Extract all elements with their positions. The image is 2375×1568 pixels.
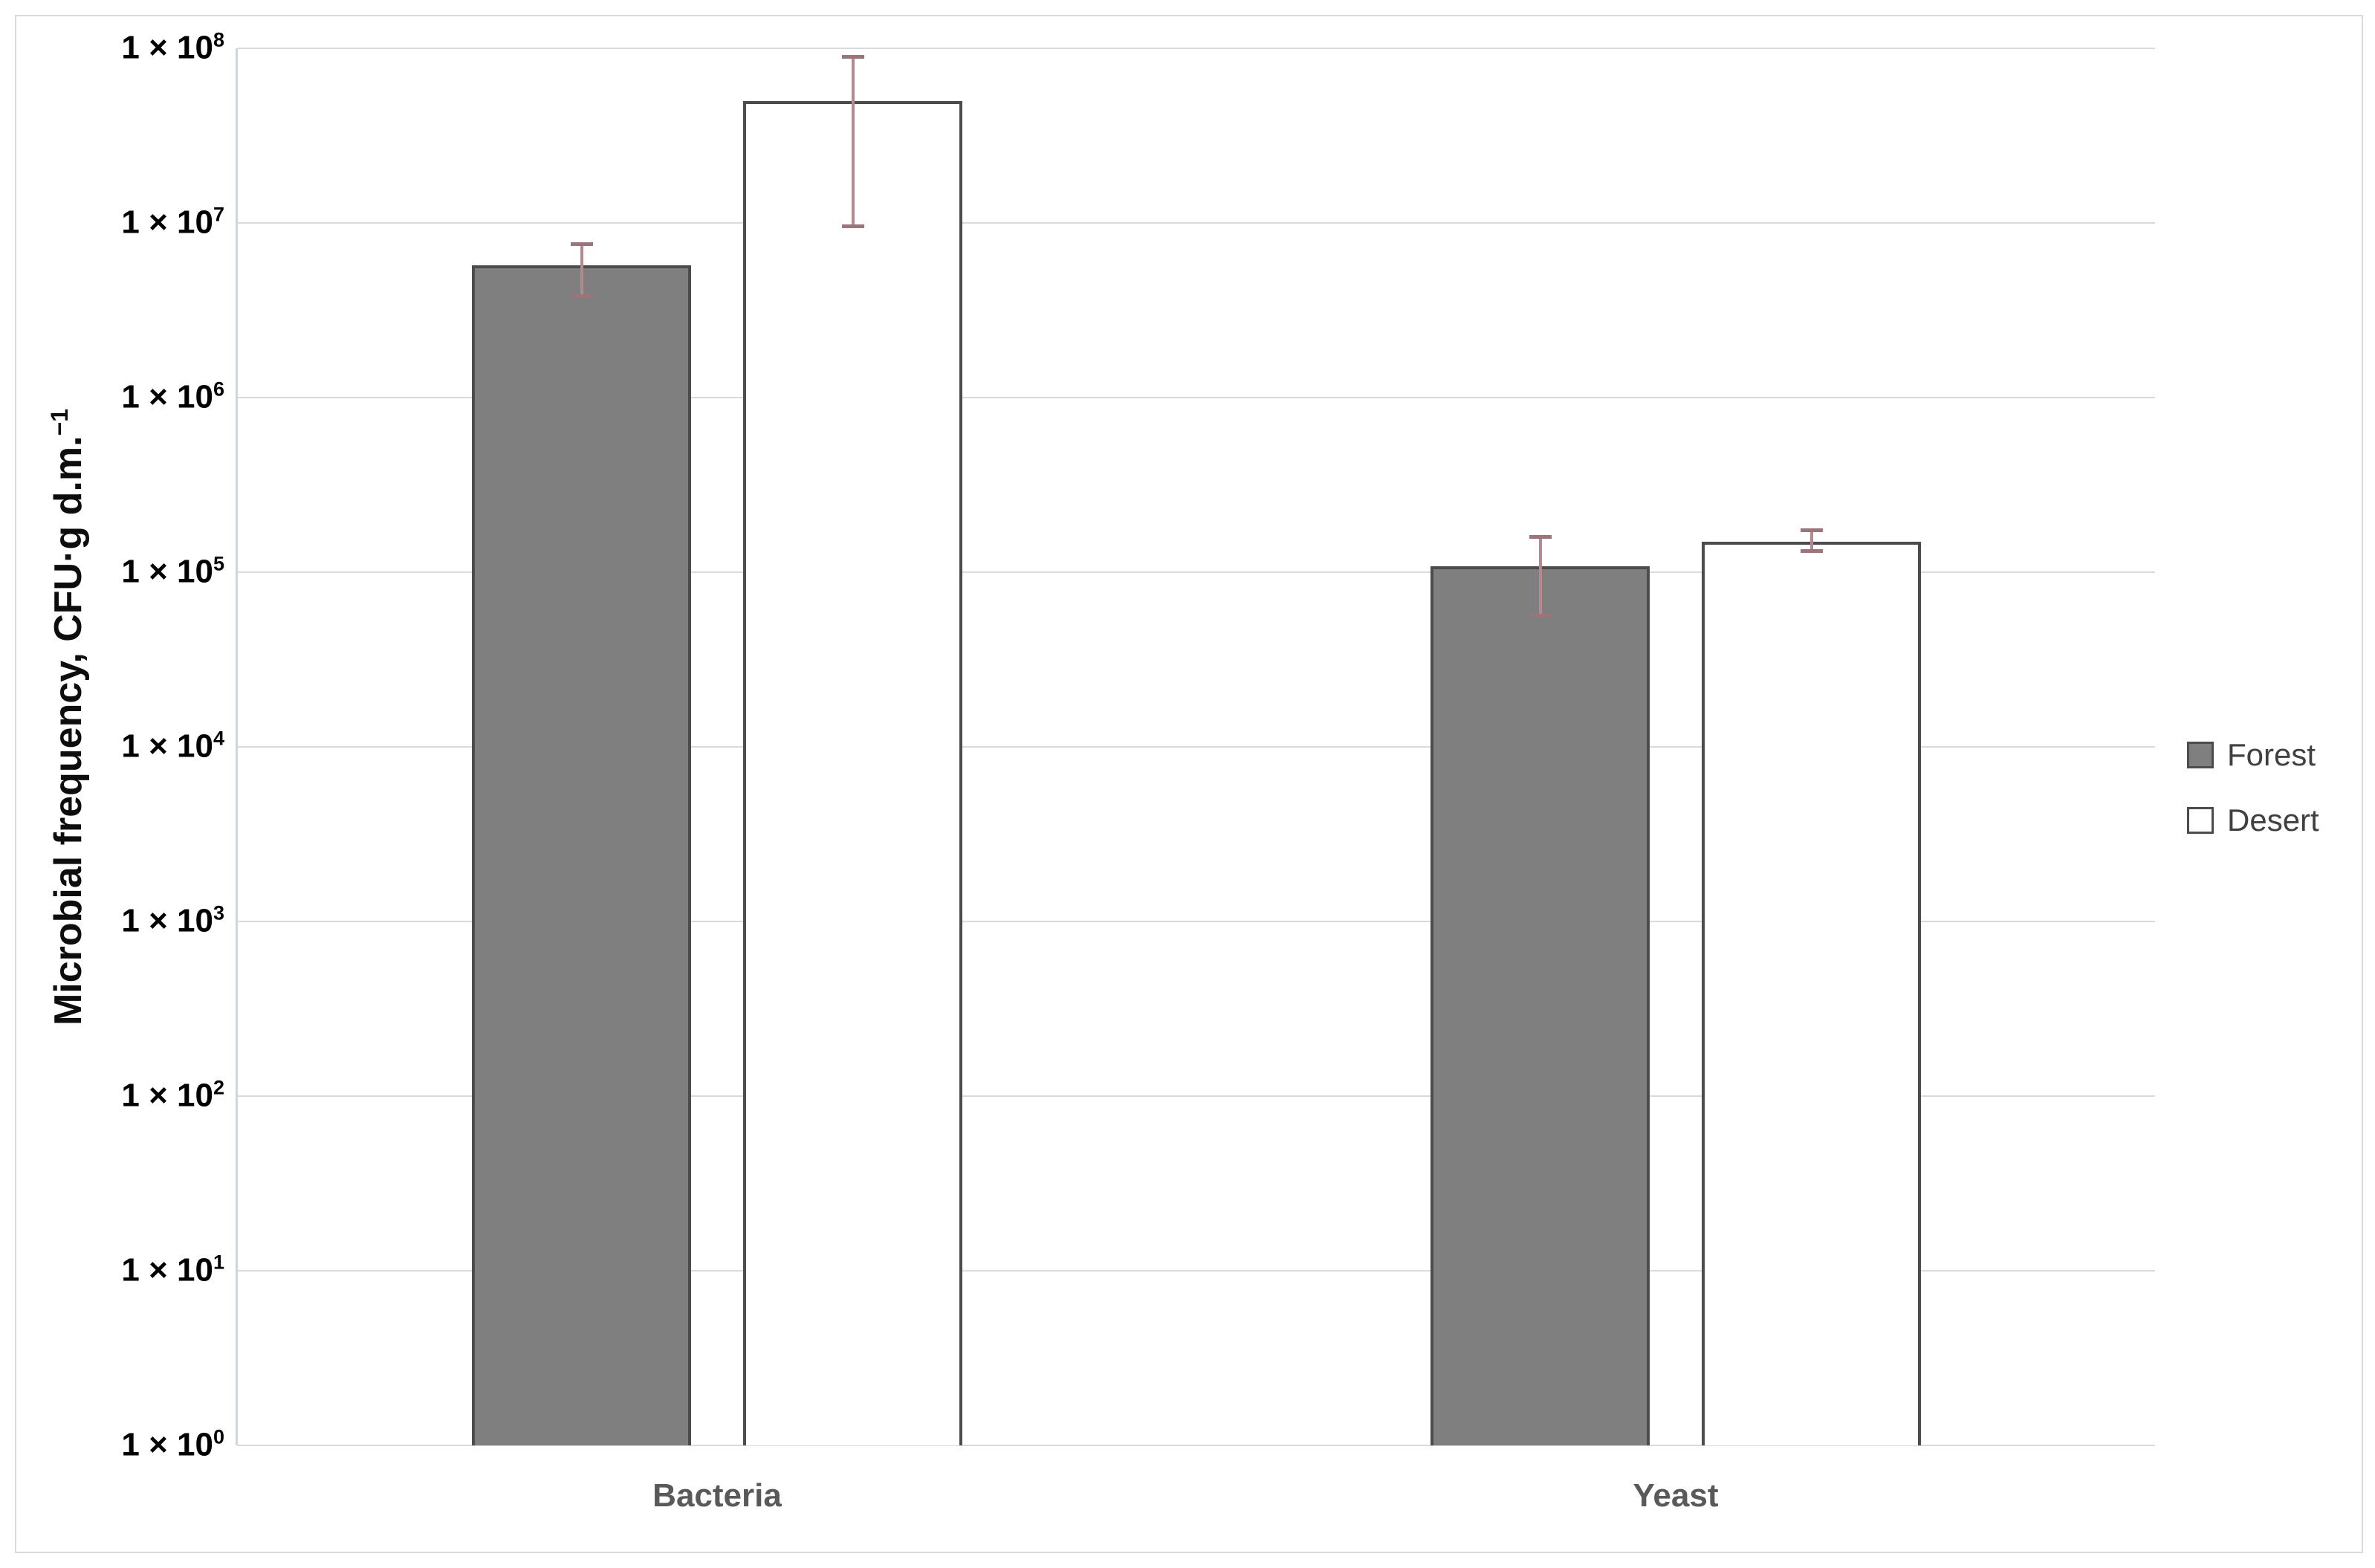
error-bar-desert-bacteria xyxy=(851,56,855,227)
gridline-1e1 xyxy=(238,1270,2155,1271)
gridline-1e0 xyxy=(238,1445,2155,1446)
y-tick-label-1e1: 1 × 101 xyxy=(0,1251,224,1289)
y-tick-base: 1 × 10 xyxy=(121,1077,213,1114)
y-tick-base: 1 × 10 xyxy=(121,204,213,241)
x-category-label-bacteria: Bacteria xyxy=(652,1477,782,1514)
legend-item-desert: Desert xyxy=(2187,803,2319,838)
y-tick-exponent: 6 xyxy=(213,378,224,401)
y-tick-base: 1 × 10 xyxy=(121,378,213,415)
gridline-1e4 xyxy=(238,746,2155,748)
error-cap-top-forest-bacteria xyxy=(570,242,593,246)
gridline-1e8 xyxy=(238,48,2155,49)
y-tick-base: 1 × 10 xyxy=(121,29,213,66)
y-tick-label-1e5: 1 × 105 xyxy=(0,553,224,591)
error-cap-top-desert-bacteria xyxy=(841,54,864,59)
y-tick-label-1e0: 1 × 100 xyxy=(0,1426,224,1464)
y-tick-label-1e6: 1 × 106 xyxy=(0,378,224,416)
gridline-1e3 xyxy=(238,921,2155,922)
gridline-1e5 xyxy=(238,571,2155,573)
bar-desert-yeast xyxy=(1702,541,1921,1445)
figure-border xyxy=(15,15,2363,1553)
y-tick-exponent: 2 xyxy=(213,1076,224,1099)
bar-forest-bacteria xyxy=(472,265,691,1445)
y-tick-exponent: 7 xyxy=(213,203,224,226)
y-tick-exponent: 5 xyxy=(213,552,224,575)
y-tick-base: 1 × 10 xyxy=(121,1251,213,1289)
y-tick-exponent: 8 xyxy=(213,28,224,51)
y-tick-label-1e8: 1 × 108 xyxy=(0,29,224,67)
error-cap-top-forest-yeast xyxy=(1529,535,1552,540)
error-bar-forest-bacteria xyxy=(580,244,583,297)
error-cap-bottom-forest-yeast xyxy=(1529,614,1552,618)
legend-swatch-desert xyxy=(2187,807,2214,834)
y-tick-label-1e4: 1 × 104 xyxy=(0,728,224,765)
gridline-1e2 xyxy=(238,1095,2155,1097)
y-tick-base: 1 × 10 xyxy=(121,1426,213,1463)
legend-label-forest: Forest xyxy=(2227,737,2316,772)
y-tick-base: 1 × 10 xyxy=(121,902,213,939)
legend-swatch-forest xyxy=(2187,742,2214,768)
y-tick-exponent: 4 xyxy=(213,727,224,750)
y-tick-exponent: 1 xyxy=(213,1251,224,1274)
y-tick-base: 1 × 10 xyxy=(121,728,213,765)
x-category-label-yeast: Yeast xyxy=(1633,1477,1719,1514)
error-bar-forest-yeast xyxy=(1538,537,1542,617)
gridline-1e6 xyxy=(238,397,2155,398)
error-cap-bottom-desert-bacteria xyxy=(841,224,864,229)
y-tick-exponent: 0 xyxy=(213,1425,224,1448)
error-cap-top-desert-yeast xyxy=(1800,528,1823,532)
y-tick-label-1e2: 1 × 102 xyxy=(0,1077,224,1115)
error-cap-bottom-forest-bacteria xyxy=(570,294,593,298)
error-bar-desert-yeast xyxy=(1809,529,1813,551)
error-cap-bottom-desert-yeast xyxy=(1800,548,1823,553)
y-tick-label-1e7: 1 × 107 xyxy=(0,204,224,242)
legend-label-desert: Desert xyxy=(2227,803,2319,838)
y-axis-line xyxy=(236,48,238,1445)
legend-item-forest: Forest xyxy=(2187,737,2316,773)
gridline-1e7 xyxy=(238,222,2155,224)
bar-forest-yeast xyxy=(1430,566,1650,1445)
y-tick-label-1e3: 1 × 103 xyxy=(0,902,224,940)
y-tick-base: 1 × 10 xyxy=(121,553,213,590)
bar-desert-bacteria xyxy=(743,100,962,1445)
y-tick-exponent: 3 xyxy=(213,901,224,924)
